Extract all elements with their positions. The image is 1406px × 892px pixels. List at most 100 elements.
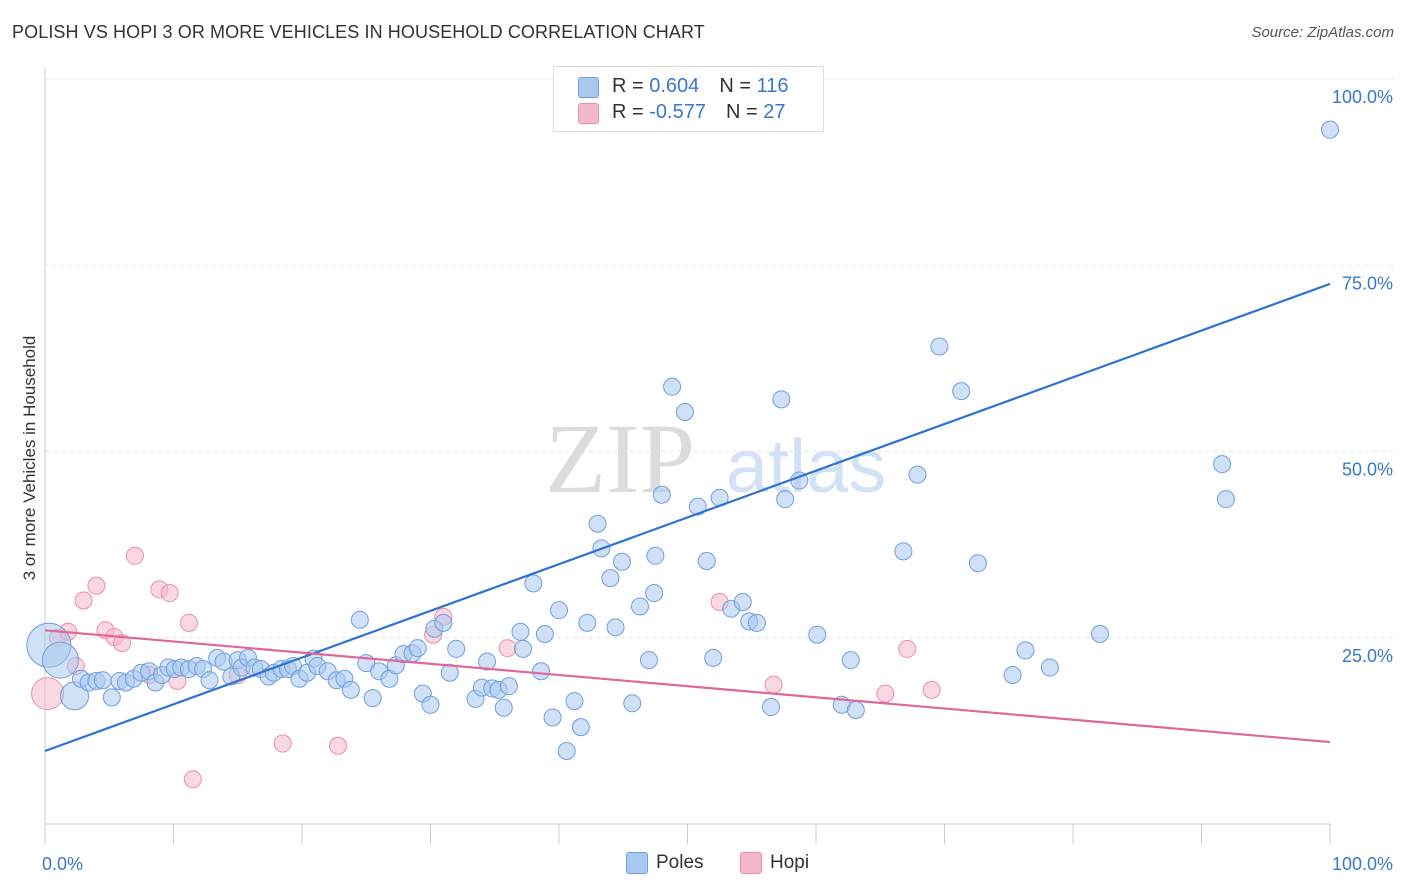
poles-point [1016,641,1035,660]
poles-point [102,688,121,707]
hopi-point [179,613,198,632]
hopi-point [764,675,783,694]
poles-point [543,708,562,727]
poles-point [646,546,665,565]
poles-point [350,610,369,629]
poles-point [494,698,513,717]
poles-point [733,592,752,611]
poles-legend-label: Poles [656,852,704,873]
poles-point [447,639,466,658]
hopi-point [876,684,895,703]
hopi-trend-line [44,629,1331,744]
tick-labels: 25.0% 50.0% 75.0% 100.0% 0.0% 100.0% [42,87,1393,874]
poles-point [688,497,707,516]
y-tick-label: 25.0% [1342,646,1393,666]
poles-point [623,694,642,713]
poles-point [762,698,781,717]
x-tick-label-max: 100.0% [1332,854,1393,874]
source-credit: Source: ZipAtlas.com [1251,24,1394,41]
poles-point [894,542,913,561]
poles-point [697,552,716,571]
watermark-zip: ZIP [545,403,695,514]
hopi-point [328,736,347,755]
poles-point [808,625,827,644]
trend-lines [44,282,1331,753]
y-tick-label: 100.0% [1332,87,1393,107]
poles-point [930,337,949,356]
hopi-point [183,770,202,789]
poles-point [535,625,554,644]
poles-point [550,601,568,620]
poles-point [578,613,597,632]
y-tick-label: 75.0% [1342,273,1393,293]
hopi-point [87,576,106,595]
poles-point [41,641,79,679]
poles-n-value: 116 [756,75,789,97]
poles-point [606,618,625,637]
hopi-point [498,639,517,658]
poles-swatch [578,77,599,98]
poles-point [532,662,551,681]
hopi-r-value: -0.577 [649,101,706,123]
poles-point [663,377,682,396]
poles-point [1090,625,1109,644]
poles-point [511,622,530,641]
poles-point [478,652,497,671]
gridlines [45,78,1395,639]
poles-point [652,485,671,504]
poles-point [588,514,607,533]
poles-point [440,663,459,682]
poles-point [1216,490,1235,509]
poles-point [952,382,971,401]
hopi-n-label: N = [725,101,764,123]
poles-point [645,584,664,603]
hopi-point [898,639,917,658]
poles-point [557,741,576,760]
poles-point [514,639,533,658]
hopi-point [125,546,144,565]
poles-point [524,574,543,593]
hopi-point [160,584,179,603]
poles-point [341,680,360,699]
poles-point [776,490,795,509]
hopi-stats: R = -0.577 N = 27 [612,101,785,124]
hopi-r-label: R = [612,101,650,123]
poles-point [601,569,620,588]
poles-point [704,648,723,667]
poles-point [565,692,584,711]
hopi-point [273,734,292,753]
poles-point [571,718,590,737]
hopi-swatch [578,103,599,124]
correlation-legend: R = 0.604 N = 116 R = -0.577 N = 27 [553,66,824,132]
poles-point [363,689,382,708]
poles-point [846,701,865,720]
poles-point [1213,455,1232,474]
poles-point [908,465,927,484]
poles-point [434,613,453,632]
watermark-atlas: atlas [726,424,887,509]
poles-n-label: N = [719,75,757,97]
poles-point [612,552,631,571]
poles-point [1040,658,1059,677]
hopi-legend-swatch [740,852,762,874]
hopi-legend-label: Hopi [770,852,810,873]
hopi-point [922,680,941,699]
poles-point [1003,666,1022,684]
poles-point [630,597,649,616]
poles-point [675,403,694,422]
hopi-point [31,677,65,711]
poles-point [421,695,440,714]
hopi-point [113,633,132,652]
poles-r-value: 0.604 [649,75,700,97]
poles-point [968,554,987,573]
poles-point [408,639,427,658]
poles-r-label: R = [612,75,650,97]
poles-legend-swatch [626,852,648,874]
poles-point [841,651,860,670]
hopi-point [74,591,93,610]
poles-point [93,671,112,690]
hopi-n-value: 27 [763,101,786,123]
poles-point [1321,120,1339,139]
poles-point [747,613,766,632]
